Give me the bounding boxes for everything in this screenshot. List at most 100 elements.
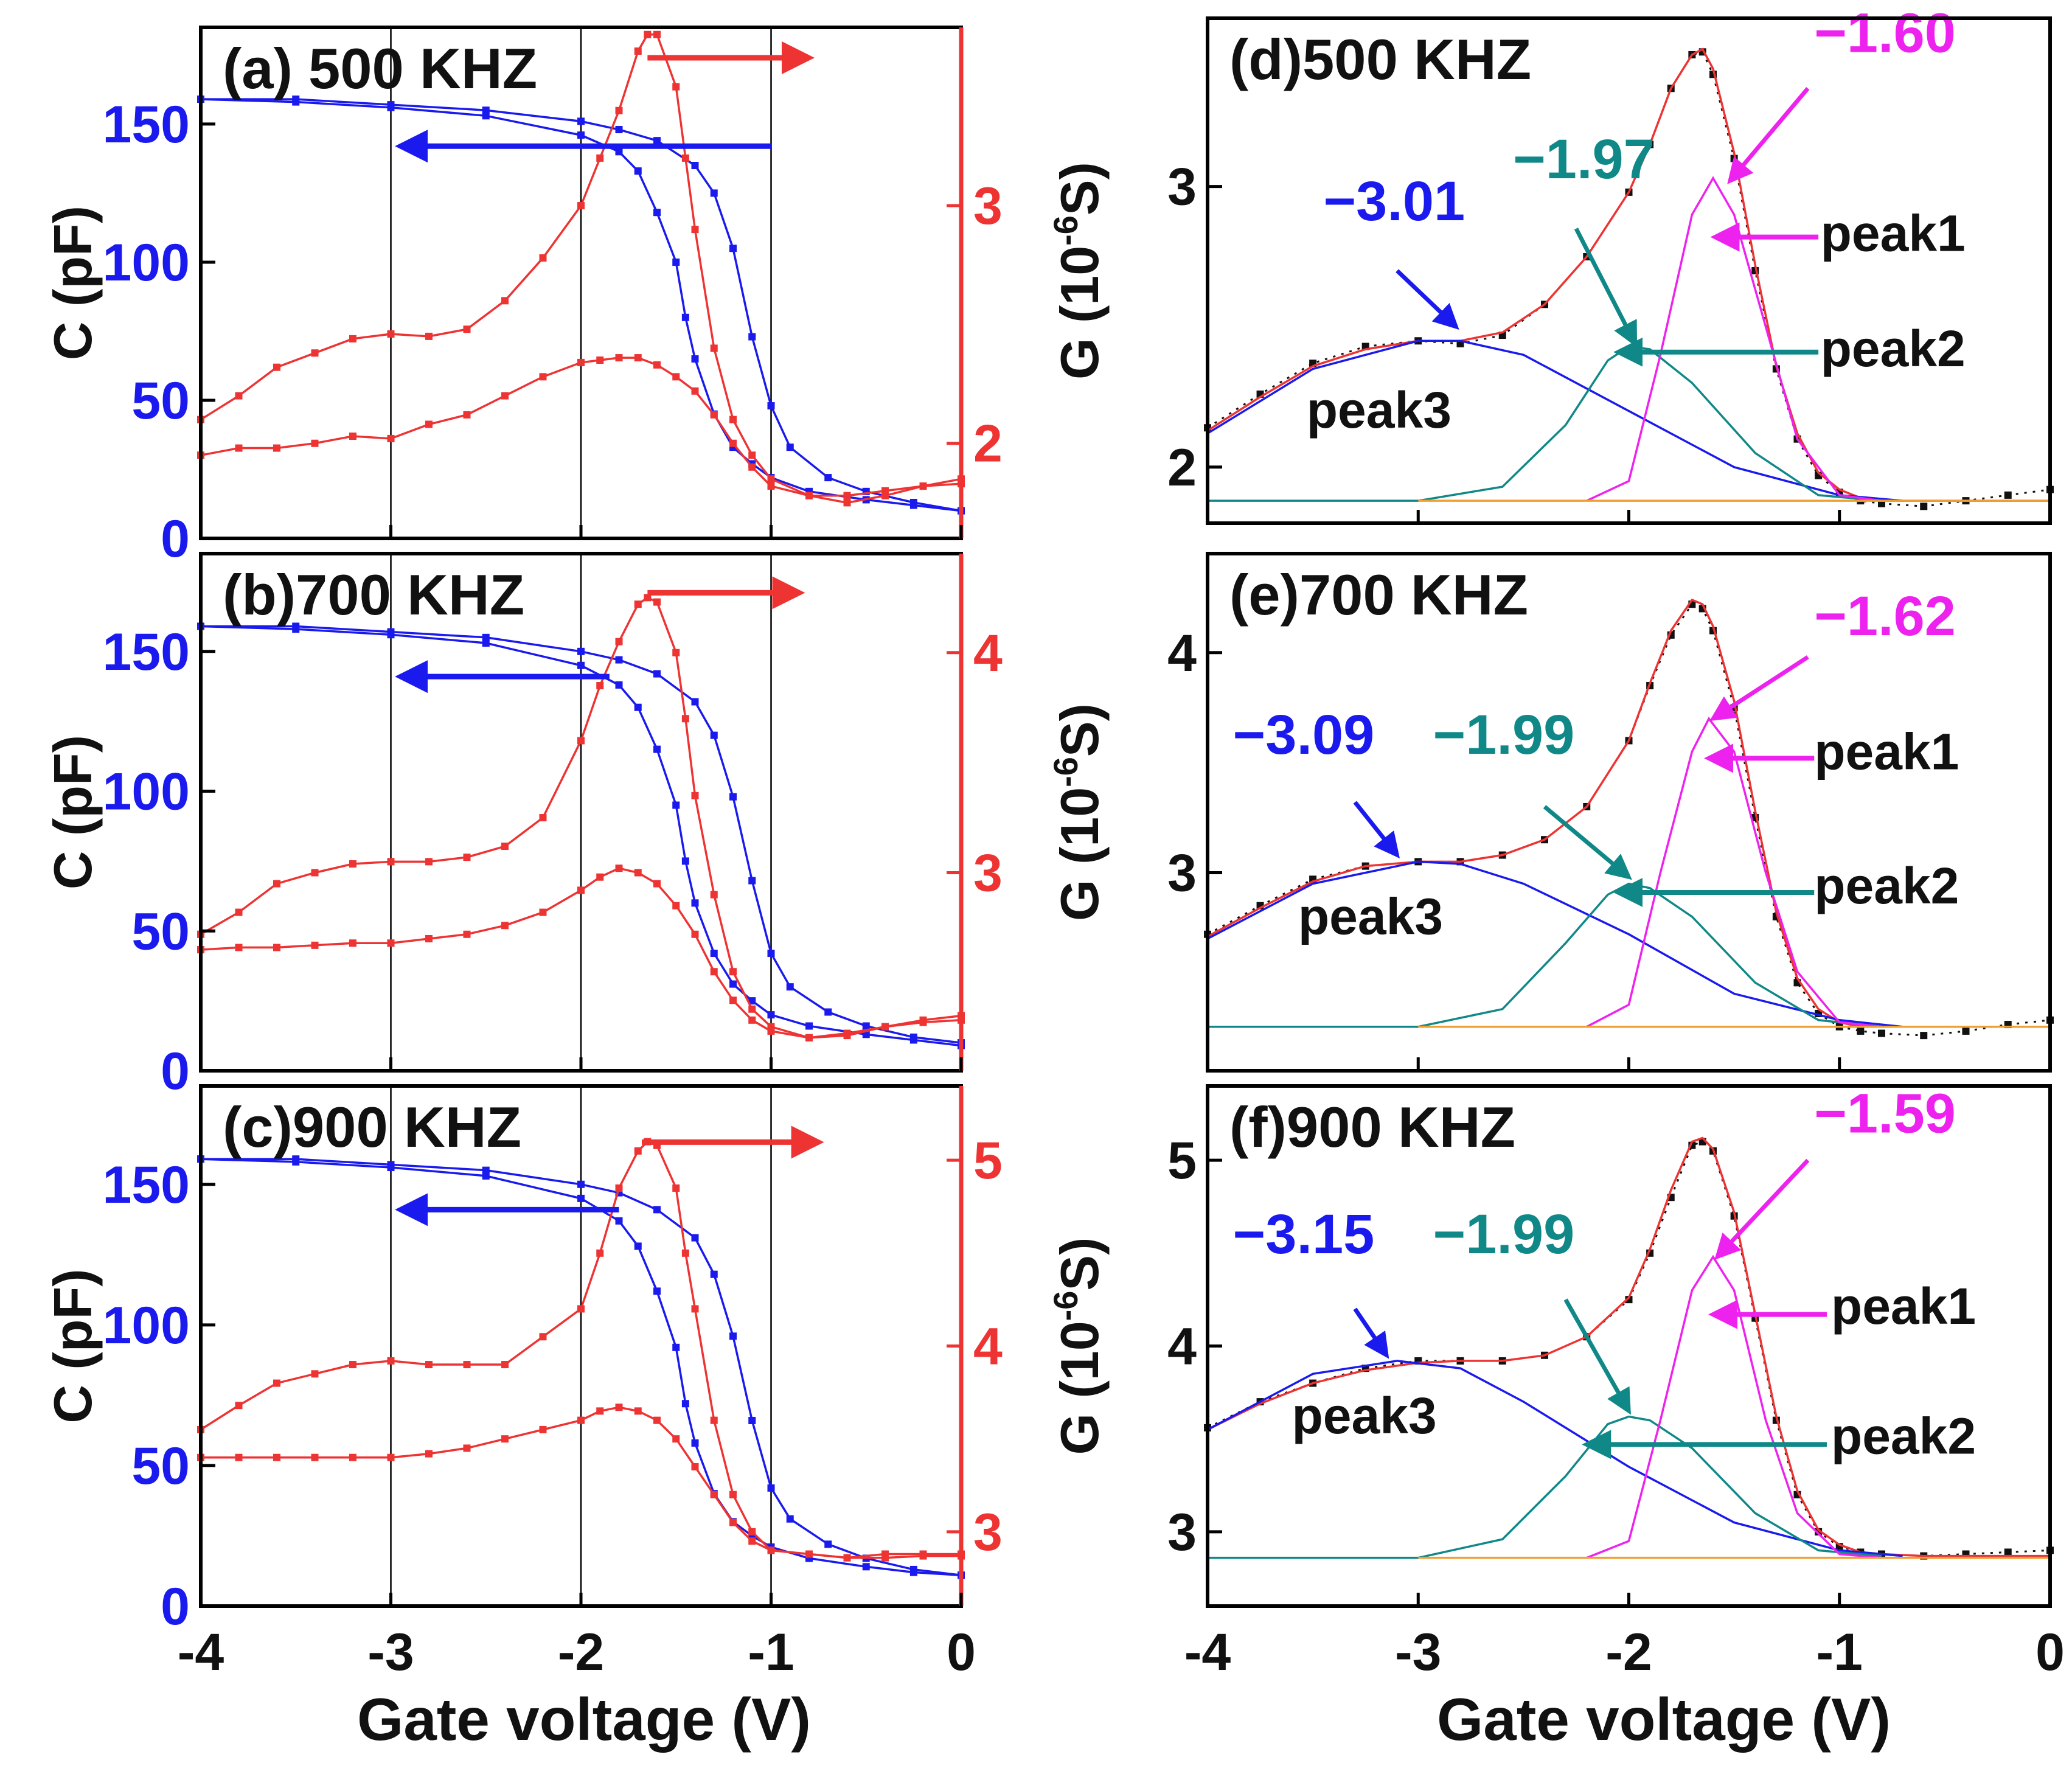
point-b-3-6 bbox=[425, 934, 433, 942]
point-a-3-16 bbox=[691, 387, 699, 395]
point-c-0-3 bbox=[482, 1166, 490, 1174]
point-b-3-17 bbox=[710, 968, 718, 976]
point-b-2-16 bbox=[672, 649, 680, 656]
point-b-3-12 bbox=[615, 864, 623, 872]
point-b-2-2 bbox=[273, 880, 280, 888]
annotation-arrow-f-0 bbox=[1353, 1307, 1389, 1359]
ytick-label-a-3: 150 bbox=[103, 96, 190, 154]
point-a-2-20 bbox=[729, 416, 737, 423]
point-a-2-8 bbox=[501, 297, 509, 305]
ytick-label-c-2: 100 bbox=[103, 1296, 190, 1355]
ytick-label-f-2: 5 bbox=[1167, 1132, 1197, 1190]
point-b-1-4 bbox=[577, 661, 585, 669]
peak-label-d-0: peak1 bbox=[1821, 205, 1966, 262]
point-c-1-9 bbox=[681, 1400, 689, 1408]
point-c-3-15 bbox=[672, 1435, 680, 1443]
point-b-2-10 bbox=[577, 737, 585, 745]
ytick-label-d-0: 2 bbox=[1167, 439, 1197, 497]
point-c-3-10 bbox=[577, 1416, 585, 1424]
point-d-0-23 bbox=[1920, 503, 1928, 510]
point-a-0-3 bbox=[482, 106, 490, 114]
ytick-right-label-b-0: 3 bbox=[973, 844, 1003, 902]
ytick-right-label-c-1: 4 bbox=[973, 1318, 1003, 1376]
point-a-3-19 bbox=[748, 463, 756, 471]
annotation-arrow-e-2 bbox=[1709, 655, 1809, 722]
peak-label-e-2: peak3 bbox=[1298, 888, 1443, 945]
point-c-3-16 bbox=[691, 1463, 699, 1470]
point-a-0-11 bbox=[767, 402, 775, 410]
y-axis-title-b: C (pF) bbox=[43, 735, 103, 889]
peak-label-d-2: peak3 bbox=[1307, 381, 1451, 439]
point-b-1-13 bbox=[748, 997, 756, 1005]
point-b-3-9 bbox=[539, 908, 547, 916]
point-a-3-17 bbox=[710, 411, 718, 419]
peak-label-f-2: peak3 bbox=[1292, 1387, 1437, 1444]
x-axis-title-left: Gate voltage (V) bbox=[357, 1686, 811, 1753]
panel-b: 0 50 100 150 3 4 (b)700 KHZ C (pF) bbox=[43, 552, 1003, 1101]
point-a-0-8 bbox=[710, 189, 718, 197]
point-b-3-5 bbox=[387, 939, 395, 947]
xtick-label-f-4: 0 bbox=[2035, 1623, 2065, 1682]
point-c-2-20 bbox=[729, 1491, 737, 1498]
series-f-fit bbox=[1207, 1136, 2050, 1557]
point-a-3-11 bbox=[596, 356, 604, 364]
point-b-0-13 bbox=[824, 1008, 832, 1016]
xtick-label-c-2: -2 bbox=[558, 1623, 604, 1682]
point-b-0-6 bbox=[653, 670, 661, 678]
point-c-2-1 bbox=[235, 1402, 243, 1410]
y-axis-title-tail: S) bbox=[1049, 1237, 1110, 1291]
point-a-3-5 bbox=[387, 434, 395, 442]
point-a-2-15 bbox=[653, 30, 661, 38]
point-b-2-19 bbox=[710, 891, 718, 899]
point-a-3-21 bbox=[805, 492, 813, 499]
xtick-label-f-2: -2 bbox=[1605, 1623, 1652, 1682]
series-e-data bbox=[1207, 603, 2051, 1037]
point-a-0-5 bbox=[615, 126, 623, 133]
point-c-1-1 bbox=[292, 1158, 300, 1166]
point-a-0-13 bbox=[824, 474, 832, 482]
point-a-3-2 bbox=[273, 444, 280, 452]
ytick-label-e-1: 4 bbox=[1167, 624, 1197, 683]
annotation-label-d-0: −3.01 bbox=[1323, 170, 1465, 232]
point-c-2-5 bbox=[387, 1357, 395, 1365]
y-axis-title-tail: S) bbox=[1049, 162, 1110, 215]
point-b-2-5 bbox=[387, 858, 395, 866]
xtick-label-c-3: -1 bbox=[748, 1623, 794, 1682]
ytick-label-f-0: 3 bbox=[1167, 1503, 1197, 1562]
point-a-3-12 bbox=[615, 354, 623, 362]
point-c-3-1 bbox=[235, 1453, 243, 1461]
ytick-label-b-2: 100 bbox=[103, 763, 190, 821]
point-b-2-20 bbox=[729, 968, 737, 976]
point-c-3-22 bbox=[843, 1554, 851, 1562]
point-b-1-11 bbox=[710, 950, 718, 958]
xtick-label-c-0: -4 bbox=[178, 1623, 224, 1682]
point-a-2-5 bbox=[387, 330, 395, 338]
point-b-1-10 bbox=[691, 899, 699, 907]
ytick-label-c-1: 50 bbox=[131, 1437, 190, 1495]
point-b-3-11 bbox=[596, 873, 604, 881]
peak-label-f-0: peak1 bbox=[1831, 1278, 1976, 1335]
point-c-3-11 bbox=[596, 1407, 604, 1415]
point-a-1-1 bbox=[292, 98, 300, 106]
x-axis-title-right: Gate voltage (V) bbox=[1437, 1686, 1891, 1753]
ytick-label-f-1: 4 bbox=[1167, 1318, 1197, 1376]
point-b-1-1 bbox=[292, 625, 300, 633]
point-a-3-1 bbox=[235, 444, 243, 452]
point-c-2-4 bbox=[349, 1361, 356, 1369]
point-a-2-16 bbox=[672, 83, 680, 91]
annotation-label-d-1: −1.97 bbox=[1513, 128, 1655, 190]
point-b-2-1 bbox=[235, 908, 243, 916]
point-a-2-19 bbox=[710, 344, 718, 352]
point-c-2-13 bbox=[634, 1147, 642, 1155]
point-c-2-19 bbox=[710, 1416, 718, 1424]
point-c-0-13 bbox=[824, 1540, 832, 1548]
point-b-3-20 bbox=[767, 1027, 775, 1035]
point-c-2-18 bbox=[691, 1305, 699, 1313]
point-a-2-24 bbox=[843, 499, 851, 507]
panel-title-d: (d)500 KHZ bbox=[1229, 27, 1531, 91]
point-b-1-2 bbox=[387, 631, 395, 639]
point-b-3-15 bbox=[672, 902, 680, 910]
series-f-peak2 bbox=[1208, 1415, 1882, 1559]
point-c-3-17 bbox=[710, 1491, 718, 1498]
point-a-0-6 bbox=[653, 137, 661, 145]
